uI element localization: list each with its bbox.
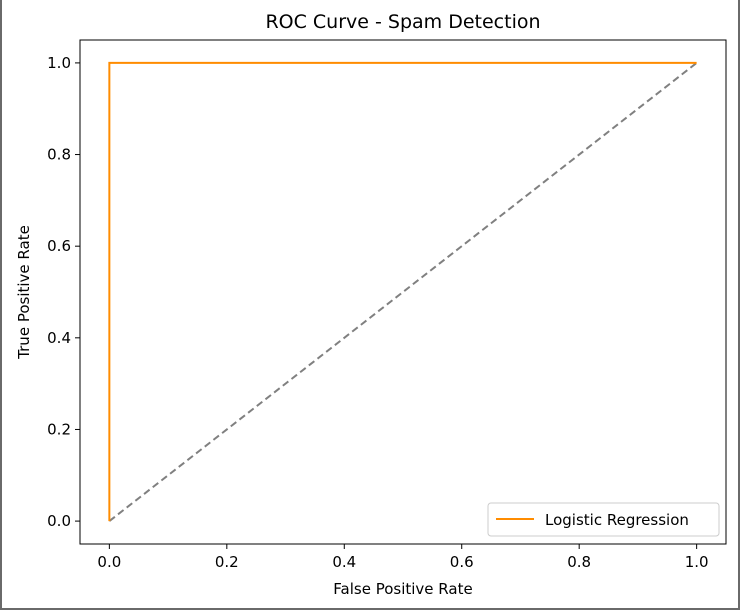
legend-box bbox=[487, 502, 720, 537]
plot-area bbox=[79, 39, 727, 545]
y-tick-label: 0.8 bbox=[47, 146, 71, 164]
y-tick-label: 0.2 bbox=[47, 420, 71, 438]
y-axis-label: True Positive Rate bbox=[15, 225, 33, 360]
legend-label-logistic-regression: Logistic Regression bbox=[545, 511, 689, 529]
x-tick-label: 0.4 bbox=[332, 553, 356, 571]
x-tick-label: 0.8 bbox=[567, 553, 591, 571]
x-tick-label: 0.2 bbox=[215, 553, 239, 571]
y-tick-label: 1.0 bbox=[47, 54, 71, 72]
y-tick-label: 0.4 bbox=[47, 329, 71, 347]
y-tick-label: 0.6 bbox=[47, 237, 71, 255]
y-tick-label: 0.0 bbox=[47, 512, 71, 530]
x-tick-label: 1.0 bbox=[685, 553, 709, 571]
series-layer bbox=[108, 61, 698, 522]
x-tick-label: 0.0 bbox=[97, 553, 121, 571]
y-axis-ticks: 0.0 0.2 0.4 0.6 0.8 1.0 bbox=[47, 54, 80, 530]
x-tick-label: 0.6 bbox=[450, 553, 474, 571]
series-line-diagonal bbox=[108, 62, 698, 522]
x-axis-label: False Positive Rate bbox=[333, 580, 472, 598]
legend: Logistic Regression bbox=[487, 502, 720, 537]
x-axis-ticks: 0.0 0.2 0.4 0.6 0.8 1.0 bbox=[97, 544, 709, 571]
chart-title: ROC Curve - Spam Detection bbox=[265, 11, 540, 33]
series-line-logistic-regression bbox=[108, 61, 697, 522]
